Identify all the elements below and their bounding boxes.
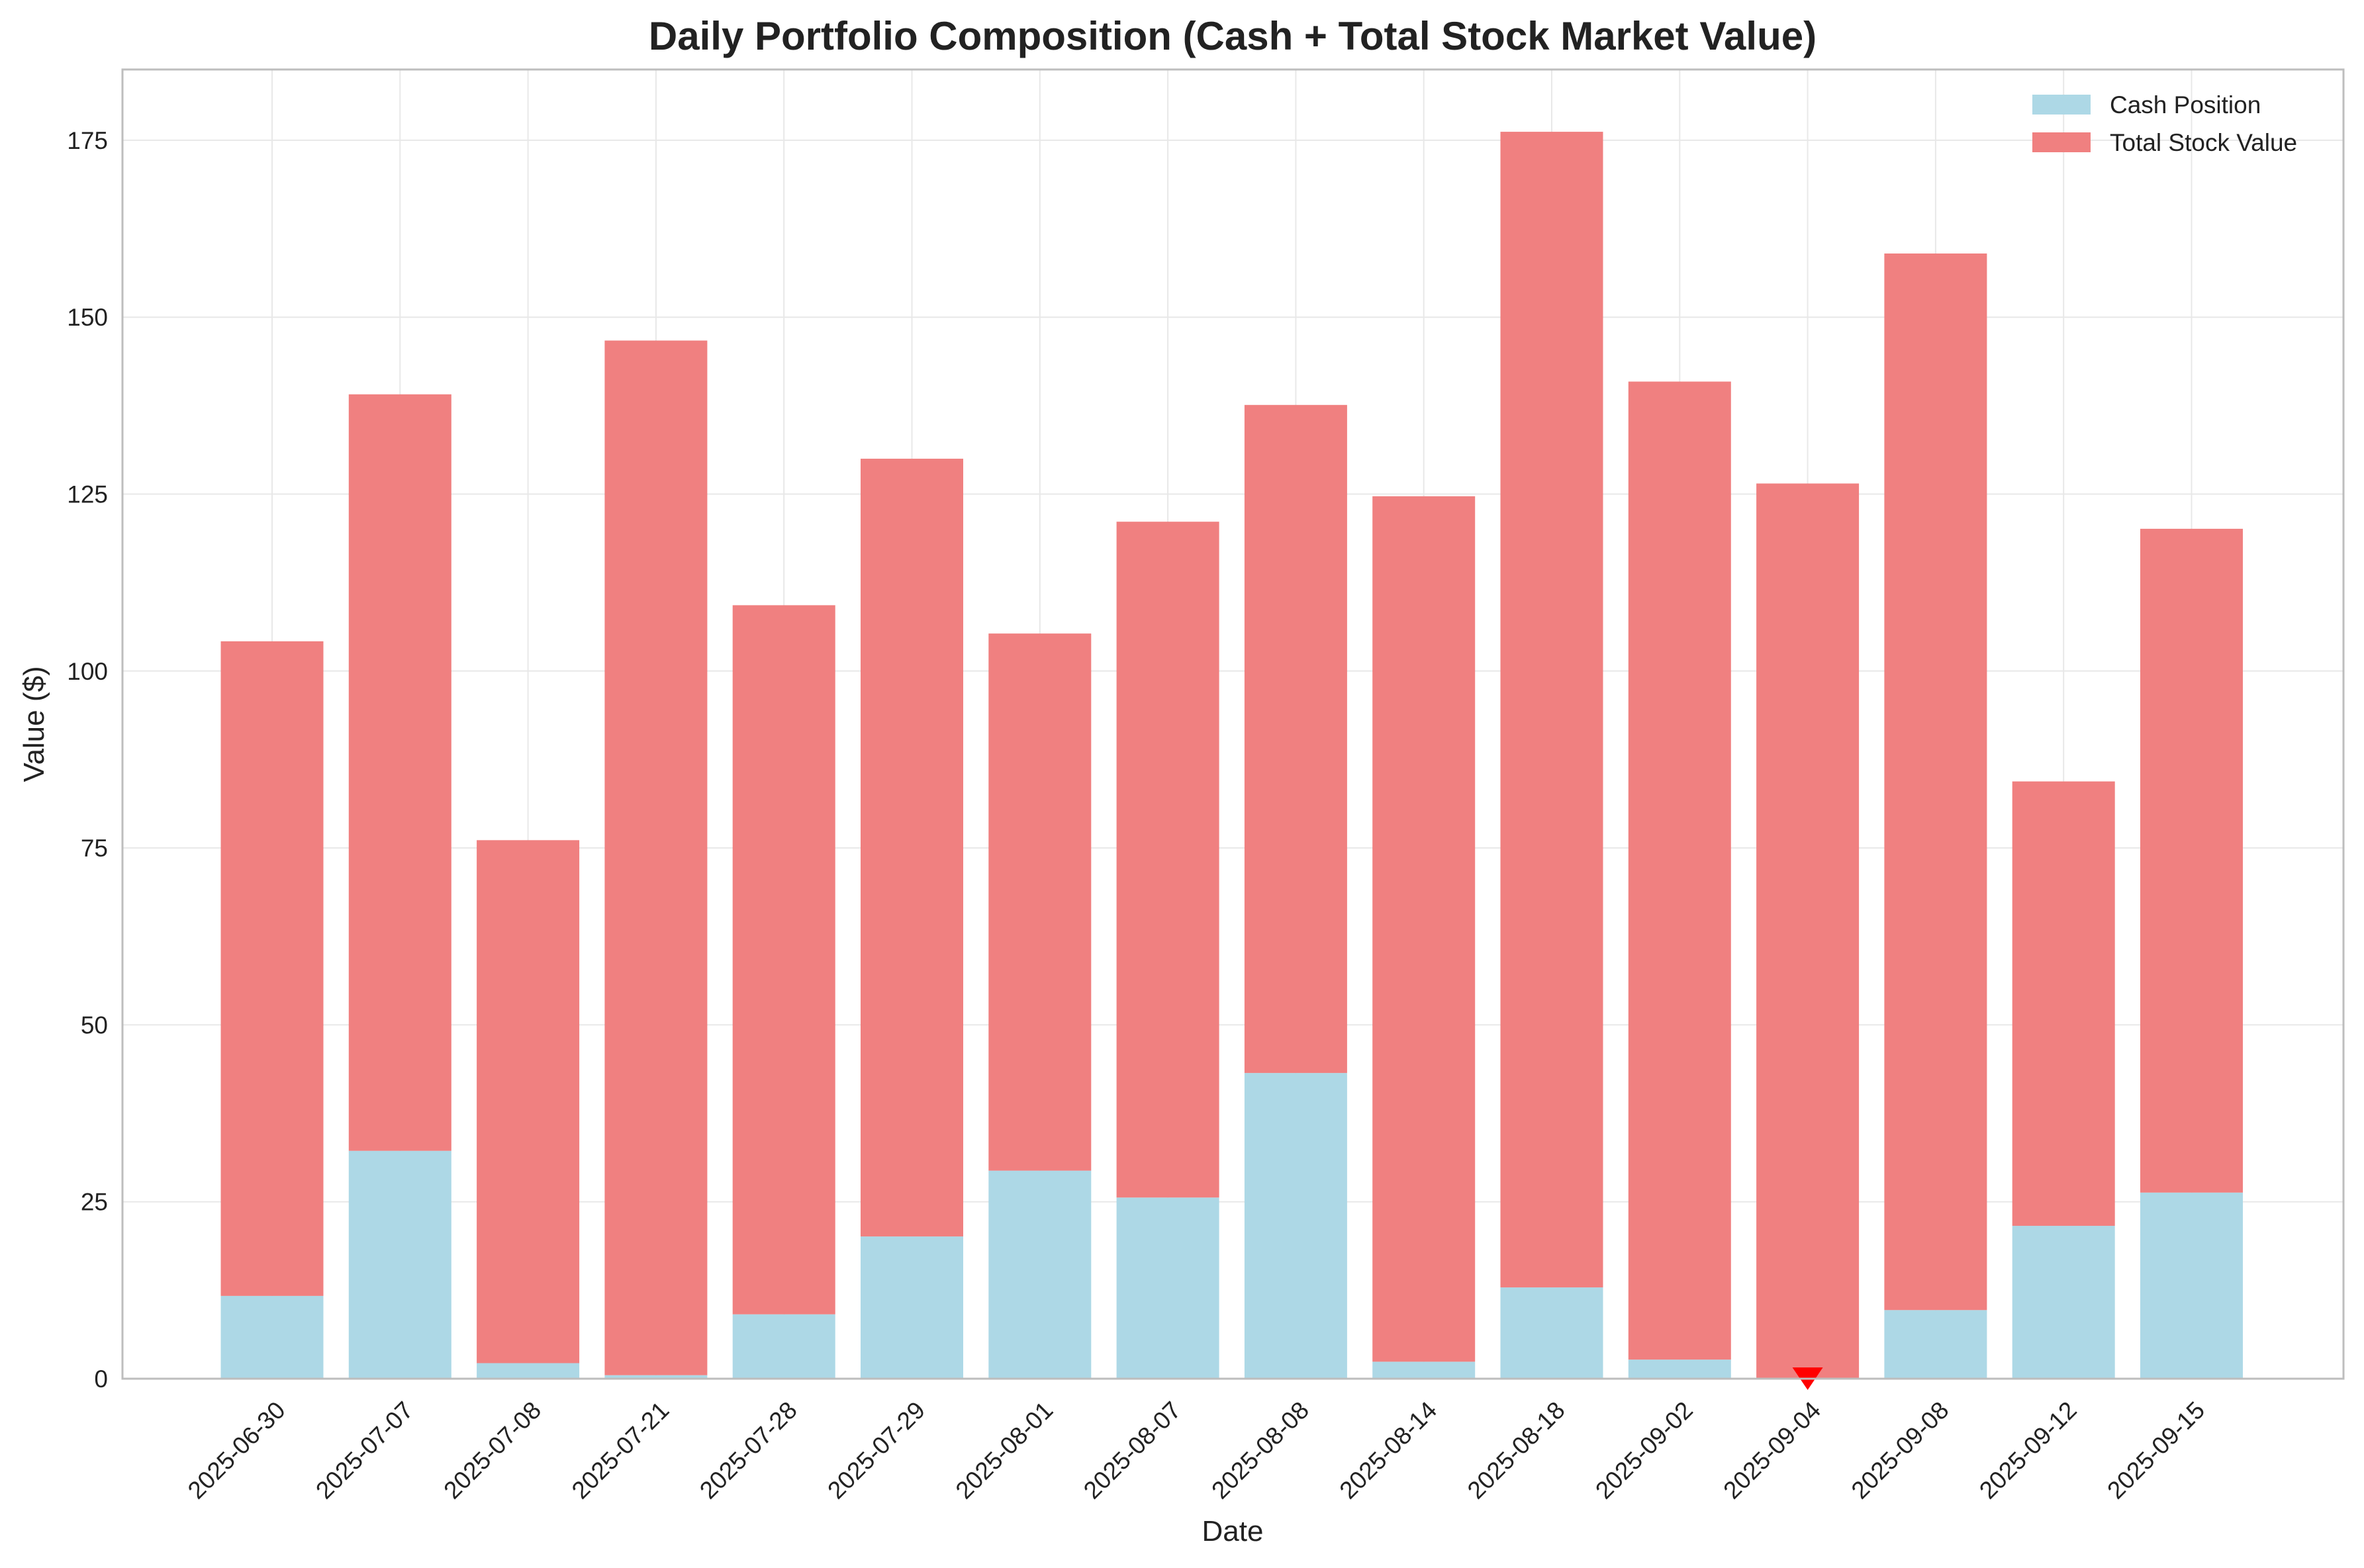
y-tick-label: 125	[67, 481, 108, 508]
y-axis-label: Value ($)	[18, 666, 50, 782]
y-tick-label: 150	[67, 304, 108, 331]
bar-total-stock-value	[988, 633, 1091, 1171]
bar-cash-position	[221, 1296, 324, 1379]
bar-total-stock-value	[221, 641, 324, 1296]
bar-cash-position	[1884, 1310, 1987, 1379]
bar-cash-position	[861, 1236, 963, 1379]
bar-cash-position	[733, 1314, 835, 1379]
bar-cash-position	[1501, 1287, 1603, 1379]
y-tick-label: 75	[81, 835, 108, 862]
bar-total-stock-value	[2012, 782, 2115, 1226]
legend-label-stock: Total Stock Value	[2110, 129, 2297, 156]
bar-total-stock-value	[1245, 405, 1347, 1073]
bar-total-stock-value	[2140, 529, 2243, 1193]
bar-total-stock-value	[477, 840, 579, 1363]
y-tick-label: 25	[81, 1189, 108, 1216]
bar-total-stock-value	[861, 459, 963, 1236]
bar-total-stock-value	[1372, 496, 1475, 1362]
bar-total-stock-value	[1884, 254, 1987, 1310]
legend-swatch-stock	[2032, 132, 2091, 152]
plot-area	[122, 69, 2343, 1379]
bar-cash-position	[477, 1363, 579, 1379]
x-axis-label: Date	[1202, 1515, 1264, 1547]
bar-cash-position	[988, 1171, 1091, 1379]
legend-label-cash: Cash Position	[2110, 91, 2261, 118]
bar-cash-position	[349, 1151, 451, 1379]
chart-title: Daily Portfolio Composition (Cash + Tota…	[649, 14, 1817, 58]
bar-total-stock-value	[1756, 483, 1859, 1379]
bar-cash-position	[1629, 1360, 1731, 1379]
y-tick-label: 50	[81, 1011, 108, 1038]
y-tick-label: 100	[67, 658, 108, 685]
bar-total-stock-value	[349, 394, 451, 1151]
bar-cash-position	[1245, 1073, 1347, 1379]
bar-total-stock-value	[604, 340, 707, 1375]
bar-total-stock-value	[1629, 382, 1731, 1360]
y-tick-label: 0	[94, 1365, 108, 1393]
bar-total-stock-value	[1117, 522, 1219, 1197]
bar-total-stock-value	[733, 605, 835, 1314]
bar-cash-position	[2012, 1226, 2115, 1379]
legend-swatch-cash	[2032, 95, 2091, 115]
bar-cash-position	[2140, 1193, 2243, 1379]
bar-cash-position	[1372, 1361, 1475, 1379]
y-tick-label: 175	[67, 127, 108, 154]
bar-total-stock-value	[1501, 132, 1603, 1287]
bar-cash-position	[1117, 1197, 1219, 1379]
